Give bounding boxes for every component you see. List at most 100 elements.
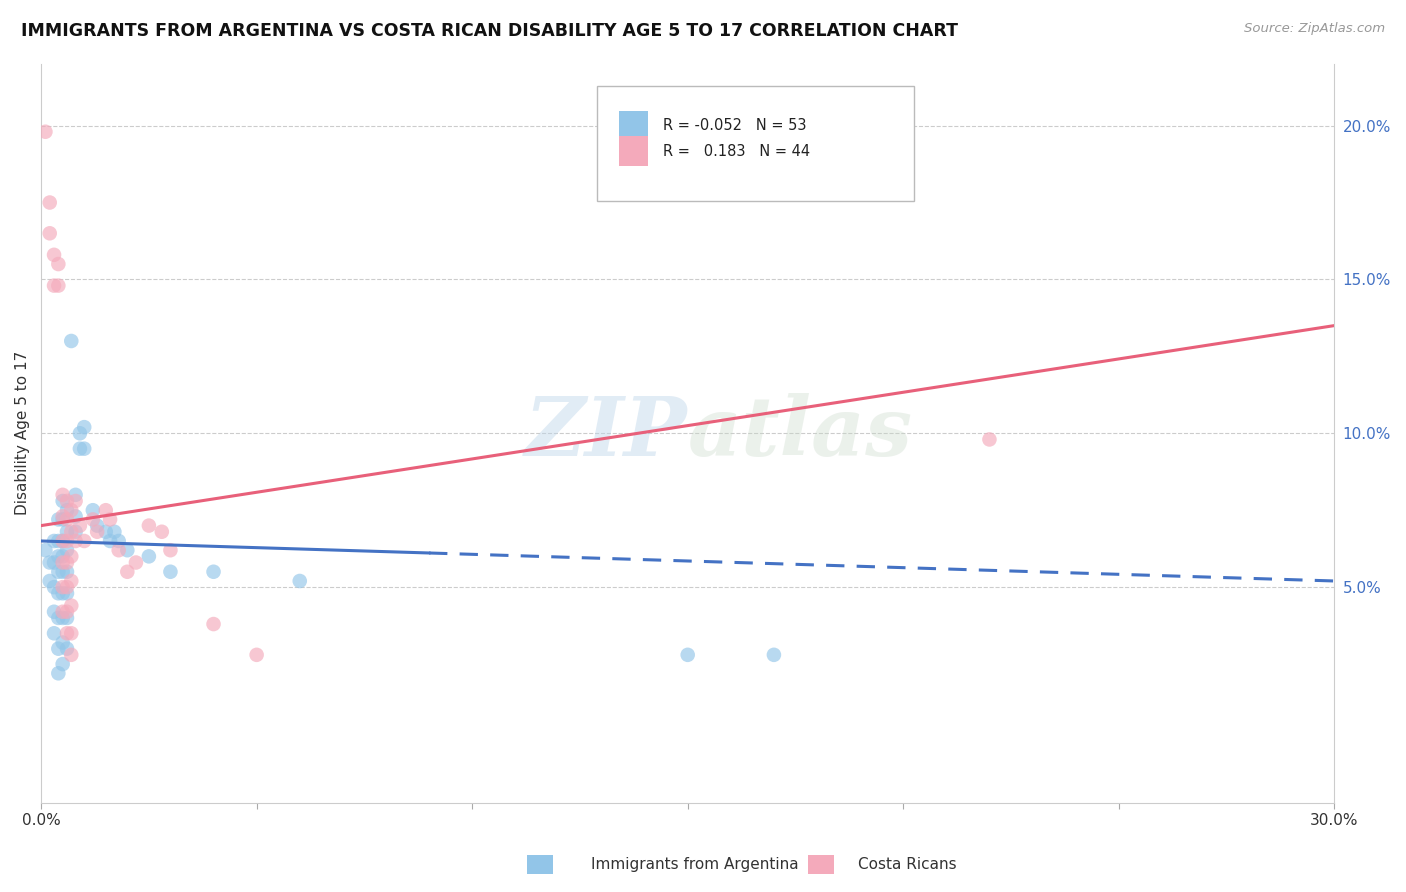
Point [42,580,65,594]
Point [56,533,79,548]
Point [60,334,83,348]
Point [34,543,56,558]
Text: R =   0.183   N = 44: R = 0.183 N = 44 [664,144,810,159]
Point [52,556,75,570]
Point [48,257,70,271]
Point [86,518,108,533]
Point [48,512,70,526]
Point [42,605,65,619]
Y-axis label: Disability Age 5 to 17: Disability Age 5 to 17 [15,351,30,516]
Point [42,533,65,548]
Point [117,543,139,558]
Point [138,518,160,533]
Point [38,227,60,241]
Point [38,574,60,588]
Text: atlas: atlas [688,393,912,474]
Point [48,641,70,656]
Point [56,626,79,640]
Point [52,565,75,579]
Point [56,503,79,517]
Point [65,494,87,508]
Point [52,586,75,600]
Point [52,549,75,564]
Point [60,626,83,640]
Point [246,648,269,662]
Text: IMMIGRANTS FROM ARGENTINA VS COSTA RICAN DISABILITY AGE 5 TO 17 CORRELATION CHAR: IMMIGRANTS FROM ARGENTINA VS COSTA RICAN… [21,22,957,40]
Point [52,533,75,548]
Point [73,420,96,434]
Point [42,278,65,293]
Point [48,278,70,293]
Point [52,580,75,594]
Point [34,125,56,139]
Point [117,565,139,579]
Point [48,666,70,681]
Point [86,524,108,539]
Point [48,586,70,600]
Point [65,533,87,548]
Point [60,574,83,588]
Point [38,556,60,570]
Point [762,648,785,662]
Point [42,248,65,262]
Point [73,533,96,548]
Point [48,549,70,564]
Point [60,599,83,613]
Point [103,524,125,539]
Point [60,549,83,564]
Point [202,617,225,632]
Point [65,524,87,539]
Point [125,556,148,570]
Point [52,533,75,548]
Point [159,565,181,579]
Point [202,565,225,579]
Point [52,657,75,671]
Point [69,518,91,533]
Point [56,565,79,579]
Point [107,533,129,548]
Point [48,611,70,625]
Point [56,641,79,656]
Point [56,611,79,625]
Point [94,503,117,517]
Point [69,442,91,456]
Point [98,512,121,526]
Point [56,543,79,558]
FancyBboxPatch shape [598,87,914,201]
Point [56,556,79,570]
Point [48,565,70,579]
Point [94,524,117,539]
Point [42,626,65,640]
Point [159,543,181,558]
Point [288,574,311,588]
Point [52,611,75,625]
Point [60,524,83,539]
Point [98,533,121,548]
Point [52,488,75,502]
Point [56,580,79,594]
Point [150,524,173,539]
Point [56,512,79,526]
Point [69,426,91,441]
Point [56,494,79,508]
Point [48,533,70,548]
Point [56,524,79,539]
Text: ZIP: ZIP [524,393,688,474]
Text: Source: ZipAtlas.com: Source: ZipAtlas.com [1244,22,1385,36]
Point [56,605,79,619]
Point [65,488,87,502]
Point [52,605,75,619]
Point [138,549,160,564]
Point [979,433,1001,447]
Point [52,509,75,524]
FancyBboxPatch shape [619,111,648,140]
Point [65,509,87,524]
Point [52,512,75,526]
Text: Costa Ricans: Costa Ricans [858,857,956,872]
Point [38,195,60,210]
Point [676,648,699,662]
Point [42,556,65,570]
FancyBboxPatch shape [619,136,648,166]
Point [52,635,75,649]
Point [60,648,83,662]
